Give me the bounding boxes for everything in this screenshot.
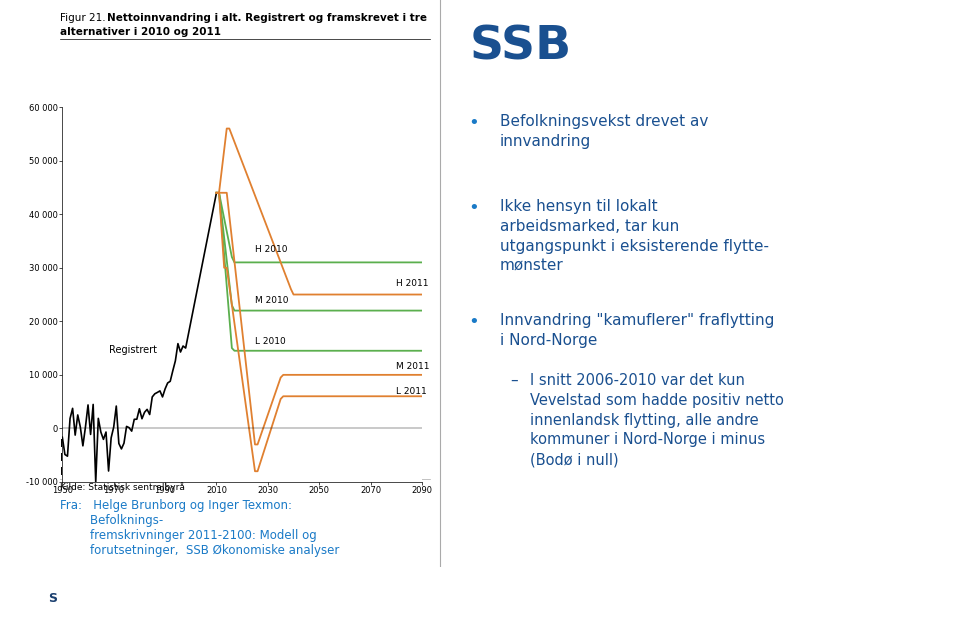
Text: Teknologi for et bedre samfunn: Teknologi for et bedre samfunn [575, 591, 845, 606]
Text: •: • [468, 313, 479, 331]
Text: alternativer i 2010 og 2011: alternativer i 2010 og 2011 [60, 27, 221, 37]
Text: SSB: SSB [470, 25, 573, 70]
Text: Figur 21.: Figur 21. [60, 13, 105, 23]
Text: Kilde: Statistisk sentralbyrå: Kilde: Statistisk sentralbyrå [60, 483, 185, 492]
Text: L 2010: L 2010 [255, 337, 286, 346]
Text: –: – [510, 373, 518, 388]
Text: Nettoinnvandring i alt. Registrert og framskrevet i tre: Nettoinnvandring i alt. Registrert og fr… [107, 13, 427, 23]
Text: fremskrivninger 2011-2100: Modell og: fremskrivninger 2011-2100: Modell og [60, 529, 316, 542]
Text: I snitt 2006-2010 var det kun
Vevelstad som hadde positiv netto
innenlandsk flyt: I snitt 2006-2010 var det kun Vevelstad … [530, 373, 784, 467]
Text: Befolkningsvekst drevet av
innvandring: Befolkningsvekst drevet av innvandring [500, 115, 709, 149]
Text: L: Lav innvandring: L: Lav innvandring [60, 467, 156, 476]
Text: •: • [468, 115, 479, 132]
Text: Fra:   Helge Brunborg og Inger Texmon:: Fra: Helge Brunborg og Inger Texmon: [60, 500, 292, 512]
Text: H 2010: H 2010 [255, 244, 288, 254]
Text: M 2010: M 2010 [255, 295, 289, 304]
Text: •: • [468, 199, 479, 217]
Text: L 2011: L 2011 [396, 387, 427, 396]
Text: Innvandring "kamuflerer" fraflytting
i Nord-Norge: Innvandring "kamuflerer" fraflytting i N… [500, 313, 774, 348]
Text: Ikke hensyn til lokalt
arbeidsmarked, tar kun
utgangspunkt i eksisterende flytte: Ikke hensyn til lokalt arbeidsmarked, ta… [500, 199, 769, 273]
Text: M 2011: M 2011 [396, 362, 430, 372]
Text: forutsetninger,  SSB Økonomiske analyser: forutsetninger, SSB Økonomiske analyser [60, 544, 339, 557]
Text: 3: 3 [930, 591, 940, 606]
Text: Befolknings-: Befolknings- [60, 514, 163, 527]
Text: H 2011: H 2011 [396, 280, 429, 289]
Text: Registrert: Registrert [108, 345, 156, 355]
Text: M: Middels innvandring: M: Middels innvandring [60, 452, 181, 462]
Text: S: S [48, 592, 58, 605]
Text: SINTEF: SINTEF [105, 589, 183, 608]
Text: H: Høy innvandring: H: Høy innvandring [60, 438, 161, 449]
